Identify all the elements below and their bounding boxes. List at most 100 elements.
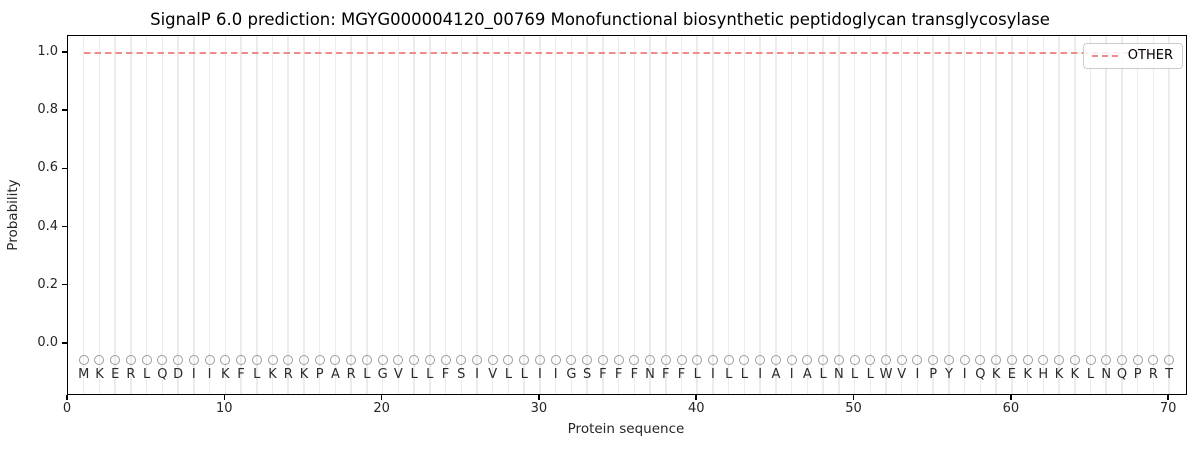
sequence-letter: K xyxy=(268,367,277,383)
sequence-letter: A xyxy=(802,367,812,383)
sequence-letter: L xyxy=(850,367,859,383)
residue-gridline xyxy=(822,36,824,394)
sequence-letter: G xyxy=(566,367,577,383)
sequence-letter: T xyxy=(1165,367,1174,383)
sequence-letter: V xyxy=(897,367,907,383)
x-tick-mark xyxy=(223,394,226,400)
residue-gridline xyxy=(98,36,101,394)
residue-gridline xyxy=(932,36,934,394)
sequence-letter: I xyxy=(475,367,479,383)
residue-marker xyxy=(707,354,718,365)
sequence-letter: R xyxy=(126,367,136,383)
residue-marker xyxy=(928,354,939,365)
sequence-letter: R xyxy=(346,367,356,383)
residue-marker xyxy=(298,354,309,365)
residue-gridline xyxy=(193,36,195,394)
residue-marker xyxy=(157,354,168,365)
residue-marker xyxy=(204,354,215,365)
residue-gridline xyxy=(1074,36,1076,394)
chart-title: SignalP 6.0 prediction: MGYG000004120_00… xyxy=(150,10,1050,29)
residue-gridline xyxy=(617,36,620,394)
residue-marker xyxy=(959,354,970,365)
sequence-letter: F xyxy=(237,367,245,383)
residue-marker xyxy=(692,354,703,365)
residue-marker xyxy=(377,354,388,365)
residue-gridline xyxy=(838,36,840,394)
residue-marker xyxy=(613,354,624,365)
sequence-letter: L xyxy=(693,367,701,383)
residue-gridline xyxy=(649,36,651,394)
sequence-letter: F xyxy=(677,367,686,383)
sequence-letter: I xyxy=(789,367,794,383)
residue-marker xyxy=(346,354,357,365)
residue-gridline xyxy=(602,36,604,394)
sequence-letter: S xyxy=(457,367,466,383)
residue-marker xyxy=(723,354,734,365)
other-probability-line xyxy=(83,51,1170,54)
sequence-letter: N xyxy=(645,367,655,383)
sequence-letter: I xyxy=(538,367,542,383)
sequence-letter: F xyxy=(630,367,639,383)
residue-marker xyxy=(896,354,907,365)
y-tick-mark xyxy=(62,342,67,344)
residue-gridline xyxy=(224,36,227,394)
residue-gridline xyxy=(334,36,337,394)
y-tick-label: 0.2 xyxy=(37,276,58,292)
residue-marker xyxy=(487,354,498,365)
residue-marker xyxy=(1148,354,1159,365)
residue-gridline xyxy=(759,36,761,394)
sequence-letter: L xyxy=(253,367,261,383)
residue-marker xyxy=(566,354,577,365)
legend-dashed-line-sample xyxy=(1091,55,1120,57)
y-tick-mark xyxy=(62,51,67,53)
residue-gridline xyxy=(476,36,478,394)
x-tick-mark xyxy=(695,394,697,400)
residue-marker xyxy=(991,354,1002,365)
residue-marker xyxy=(786,354,797,365)
residue-gridline xyxy=(963,36,966,394)
residue-marker xyxy=(1085,354,1096,365)
residue-gridline xyxy=(1152,36,1155,394)
x-tick-mark xyxy=(380,394,383,400)
residue-gridline xyxy=(979,36,982,394)
residue-marker xyxy=(1006,354,1017,365)
sequence-letter: F xyxy=(662,367,670,383)
x-axis-label: Protein sequence xyxy=(567,421,685,437)
y-tick-label: 0.0 xyxy=(37,334,58,350)
y-tick-mark xyxy=(62,167,67,170)
residue-gridline xyxy=(1121,36,1123,394)
sequence-letter: V xyxy=(393,367,403,383)
sequence-letter: K xyxy=(221,367,230,383)
residue-gridline xyxy=(381,36,384,394)
sequence-letter: L xyxy=(1086,367,1095,383)
residue-marker xyxy=(503,354,514,365)
residue-marker xyxy=(1164,354,1175,365)
residue-marker xyxy=(802,354,813,365)
x-tick-label: 0 xyxy=(62,401,72,416)
sequence-letter: I xyxy=(711,367,715,383)
residue-gridline xyxy=(1105,36,1107,394)
x-tick-mark xyxy=(66,394,68,400)
residue-marker xyxy=(220,354,231,365)
residue-marker xyxy=(251,354,262,365)
residue-marker xyxy=(849,354,860,365)
sequence-letter: L xyxy=(504,367,513,383)
sequence-letter: K xyxy=(1054,367,1064,383)
residue-gridline xyxy=(712,36,714,394)
sequence-letter: E xyxy=(111,367,120,383)
sequence-letter: H xyxy=(1038,367,1049,383)
sequence-letter: Q xyxy=(157,367,168,383)
sequence-letter: F xyxy=(599,367,607,383)
x-tick-label: 70 xyxy=(1159,401,1177,416)
sequence-letter: S xyxy=(582,367,592,383)
x-tick-mark xyxy=(1167,394,1169,400)
x-tick-label: 40 xyxy=(687,401,705,416)
sequence-letter: Y xyxy=(944,367,953,383)
residue-marker xyxy=(1054,354,1065,365)
residue-marker xyxy=(1116,354,1127,365)
residue-gridline xyxy=(256,36,258,394)
residue-gridline xyxy=(869,36,872,394)
sequence-letter: W xyxy=(879,367,893,383)
